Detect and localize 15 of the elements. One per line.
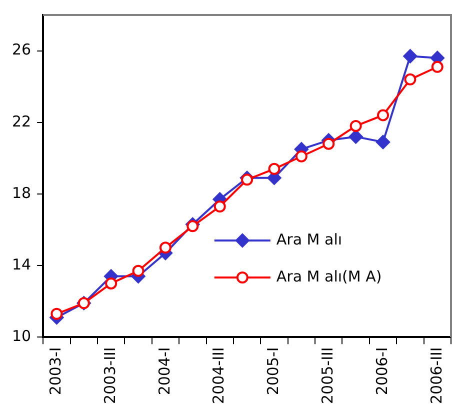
y-tick-label: 14 [12, 255, 32, 274]
x-tick-label: 2006-III [427, 347, 446, 404]
legend-label: Ara M alı(M A) [276, 267, 382, 286]
x-tick-label: 2003-III [100, 347, 119, 404]
y-tick-label: 18 [12, 184, 32, 202]
x-tick-label: 2005-III [318, 347, 337, 404]
y-tick-label: 26 [12, 40, 32, 59]
x-tick-label: 2005-I [264, 347, 282, 396]
x-tick-label: 2004-III [210, 347, 228, 404]
x-tick-label: 2003-I [46, 347, 65, 396]
x-tick-label: 2004-I [155, 347, 174, 396]
y-tick-label: 10 [12, 327, 32, 346]
x-tick-label: 2006-I [372, 347, 391, 396]
legend-label: Ara M alı [276, 230, 342, 248]
y-tick-label: 22 [12, 112, 32, 130]
